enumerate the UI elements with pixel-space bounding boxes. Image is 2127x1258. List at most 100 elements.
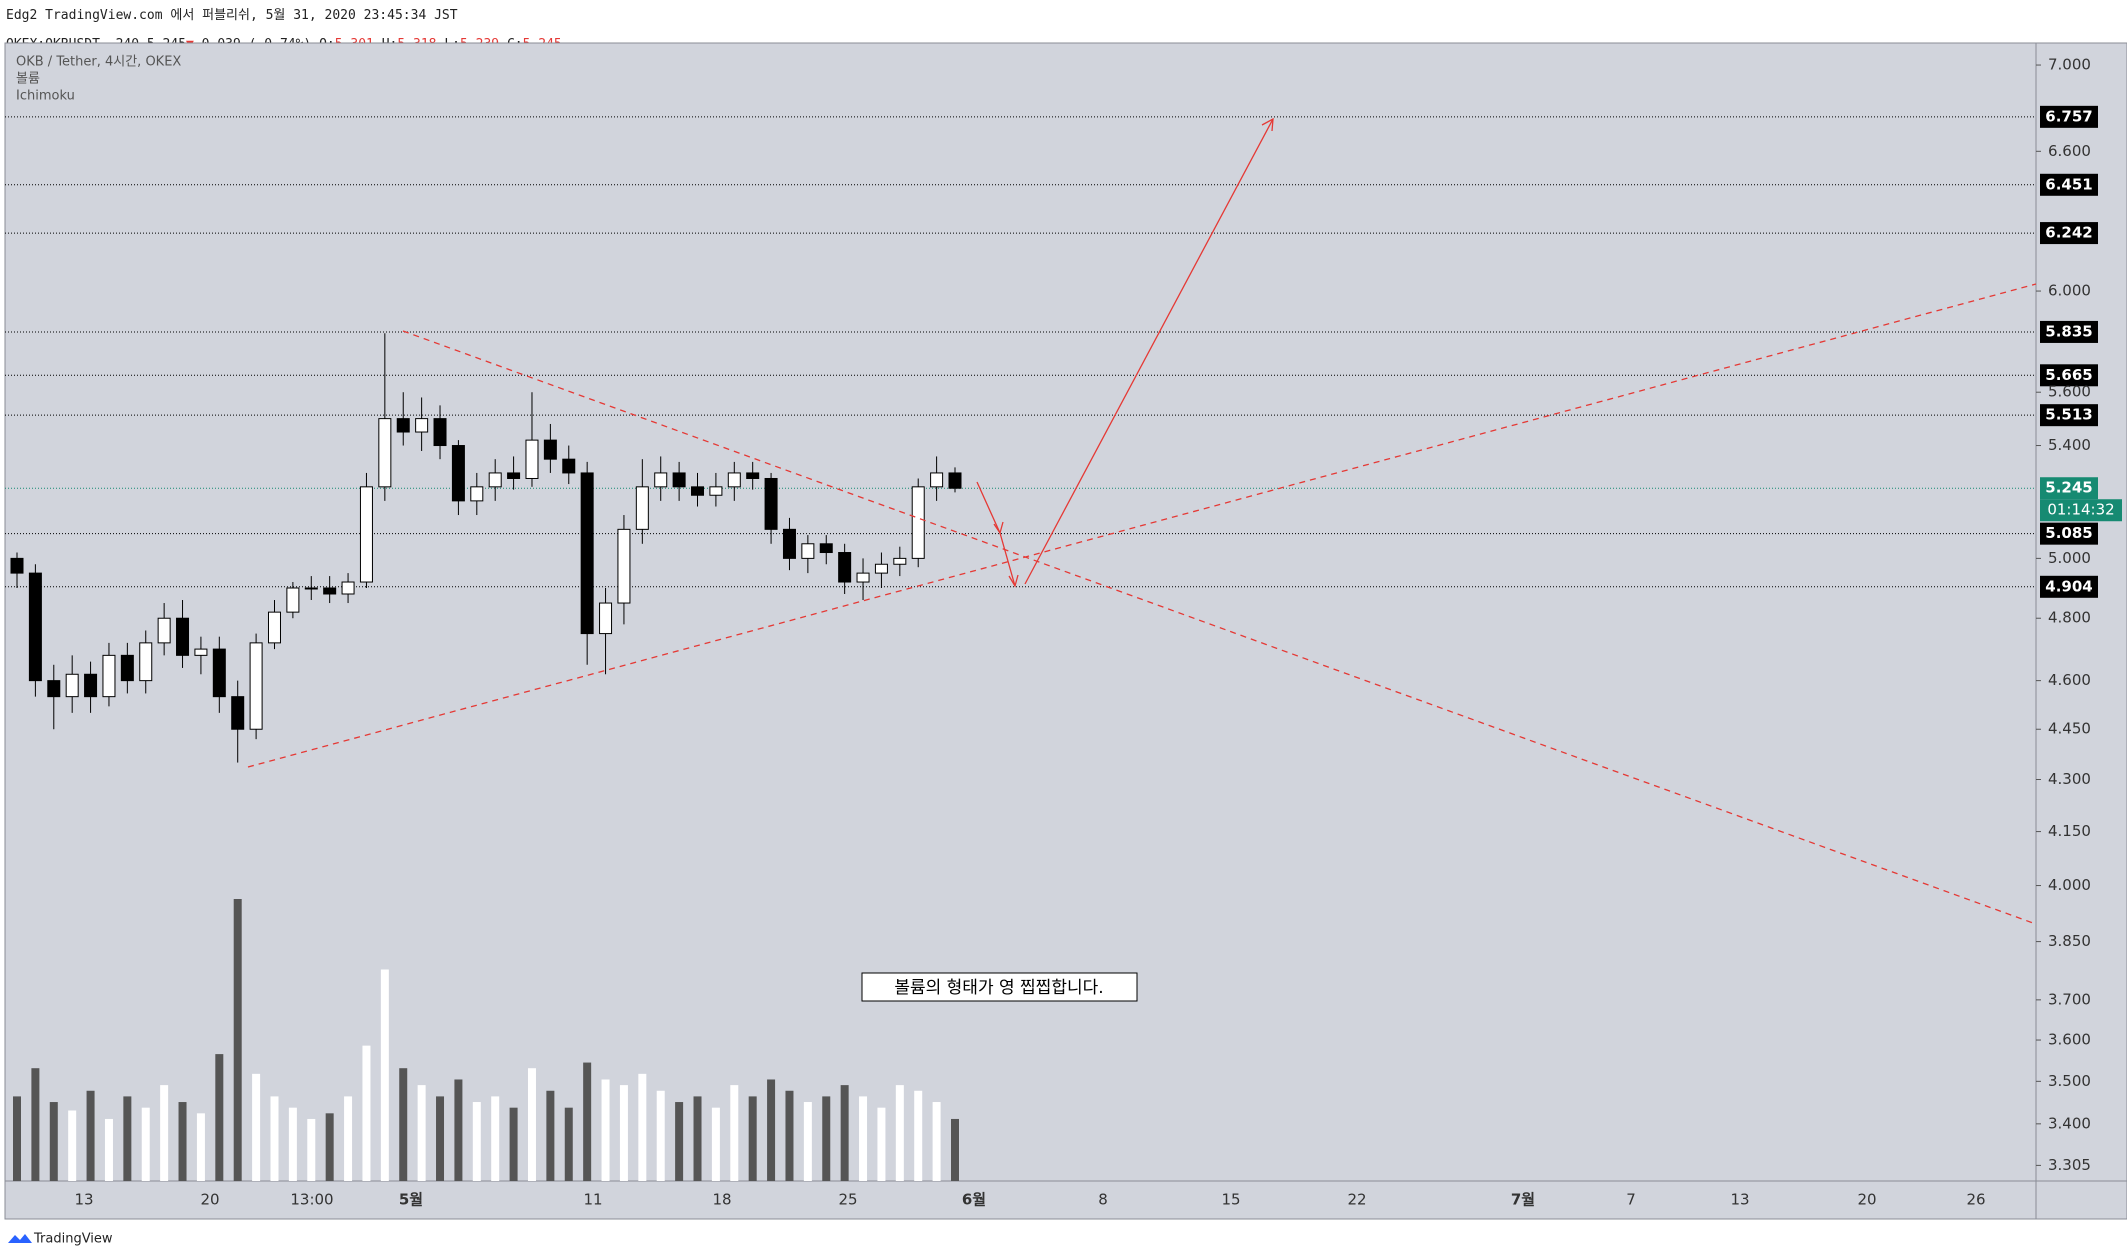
volume-bar xyxy=(454,1079,463,1181)
price-level-box xyxy=(2040,222,2098,245)
volume-bar xyxy=(325,1113,334,1181)
candle-body xyxy=(396,418,410,433)
candles-layer xyxy=(10,333,962,763)
x-tick-label: 11 xyxy=(583,1191,602,1209)
candle-body xyxy=(948,472,962,489)
candle-body xyxy=(911,486,925,559)
candle-body xyxy=(672,472,686,488)
volume-bar xyxy=(822,1096,831,1181)
volume-bar xyxy=(49,1102,58,1181)
volume-bar xyxy=(472,1102,481,1181)
candle-body xyxy=(249,642,263,730)
volume-bar xyxy=(546,1090,555,1181)
price-level-label: 6.757 xyxy=(2045,107,2092,125)
candle-body xyxy=(691,486,705,496)
price-level-label: 4.904 xyxy=(2045,577,2092,595)
x-tick-label: 26 xyxy=(1966,1191,1985,1209)
published-line: Edg2 TradingView.com 에서 퍼블리쉬, 5월 31, 202… xyxy=(6,8,458,23)
y-tick-label: 3.700 xyxy=(2048,990,2091,1008)
candle-body xyxy=(801,543,815,559)
x-tick-label: 13 xyxy=(74,1191,93,1209)
volume-bar xyxy=(399,1068,408,1181)
price-level-box xyxy=(2040,575,2098,598)
drawings xyxy=(247,117,2037,924)
volume-bar xyxy=(196,1113,205,1181)
volume-bar xyxy=(675,1102,684,1181)
x-tick-label: 13 xyxy=(1730,1191,1749,1209)
volume-bar xyxy=(86,1090,95,1181)
candle-body xyxy=(139,642,153,682)
candle-body xyxy=(856,572,870,583)
volume-bar xyxy=(491,1096,500,1181)
price-level-label: 6.451 xyxy=(2045,175,2092,193)
volume-bar xyxy=(932,1102,941,1181)
x-tick-label: 22 xyxy=(1347,1191,1366,1209)
volume-bar xyxy=(859,1096,868,1181)
volume-bar xyxy=(233,899,242,1181)
current-price-label: 5.245 xyxy=(2045,479,2092,497)
price-level-label: 5.085 xyxy=(2045,524,2092,542)
candle-body xyxy=(562,458,576,474)
up-arrow-path xyxy=(1024,118,1274,585)
x-tick-label: 6월 xyxy=(962,1191,986,1209)
volume-bar xyxy=(767,1079,776,1181)
volume-bar xyxy=(436,1096,445,1181)
price-level-label: 5.835 xyxy=(2045,322,2092,340)
x-tick-label: 20 xyxy=(200,1191,219,1209)
trendline-lower xyxy=(247,283,2037,768)
chart-background xyxy=(4,42,2127,1220)
candle-body xyxy=(359,486,373,583)
candle-body xyxy=(930,472,944,488)
candle-body xyxy=(120,654,134,682)
y-tick-label: 7.000 xyxy=(2048,56,2091,74)
volume-bar xyxy=(160,1085,169,1181)
y-tick-label: 3.850 xyxy=(2048,932,2091,950)
y-tick-label: 4.150 xyxy=(2048,822,2091,840)
volume-bar xyxy=(877,1107,886,1181)
candle-body xyxy=(470,486,484,502)
arrow-head xyxy=(1261,117,1274,132)
candle-body xyxy=(433,418,447,447)
y-tick-label: 6.600 xyxy=(2048,142,2091,160)
y-tick-label: 4.800 xyxy=(2048,609,2091,627)
x-tick-label: 7월 xyxy=(1511,1191,1535,1209)
y-tick-label: 3.400 xyxy=(2048,1114,2091,1132)
y-tick-label: 4.000 xyxy=(2048,876,2091,894)
candle-body xyxy=(543,439,557,460)
volume-bar xyxy=(527,1068,536,1181)
x-tick-label: 20 xyxy=(1857,1191,1876,1209)
y-tick-label: 4.300 xyxy=(2048,770,2091,788)
price-level-box xyxy=(2040,364,2098,387)
candle-body xyxy=(617,528,631,604)
candle-body xyxy=(580,472,594,635)
candle-body xyxy=(47,680,61,698)
candle-body xyxy=(893,557,907,565)
volume-bar xyxy=(951,1118,959,1181)
volume-bar xyxy=(178,1102,187,1181)
candle-body xyxy=(819,543,833,554)
candle-body xyxy=(194,648,208,656)
x-tick-label: 8 xyxy=(1098,1191,1108,1209)
candle-body xyxy=(267,611,281,644)
volume-bar xyxy=(638,1073,647,1181)
candle-body xyxy=(782,528,796,559)
candle-body xyxy=(451,445,465,502)
current-price-box xyxy=(2040,477,2098,500)
volume-bar xyxy=(215,1054,224,1181)
x-tick-label: 15 xyxy=(1221,1191,1240,1209)
volume-bar xyxy=(68,1110,77,1181)
price-level-box xyxy=(2040,173,2098,196)
volume-bar xyxy=(380,969,389,1181)
volume-bar xyxy=(693,1096,702,1181)
candle-body xyxy=(764,477,778,530)
x-tick-label: 5월 xyxy=(399,1191,423,1209)
y-tick-label: 5.400 xyxy=(2048,436,2091,454)
volume-bar xyxy=(564,1107,573,1181)
volume-bar xyxy=(344,1096,353,1181)
arrow-head xyxy=(993,521,1004,535)
volume-bar xyxy=(104,1118,113,1181)
volume-bar xyxy=(288,1107,297,1181)
y-tick-label: 5.600 xyxy=(2048,383,2091,401)
